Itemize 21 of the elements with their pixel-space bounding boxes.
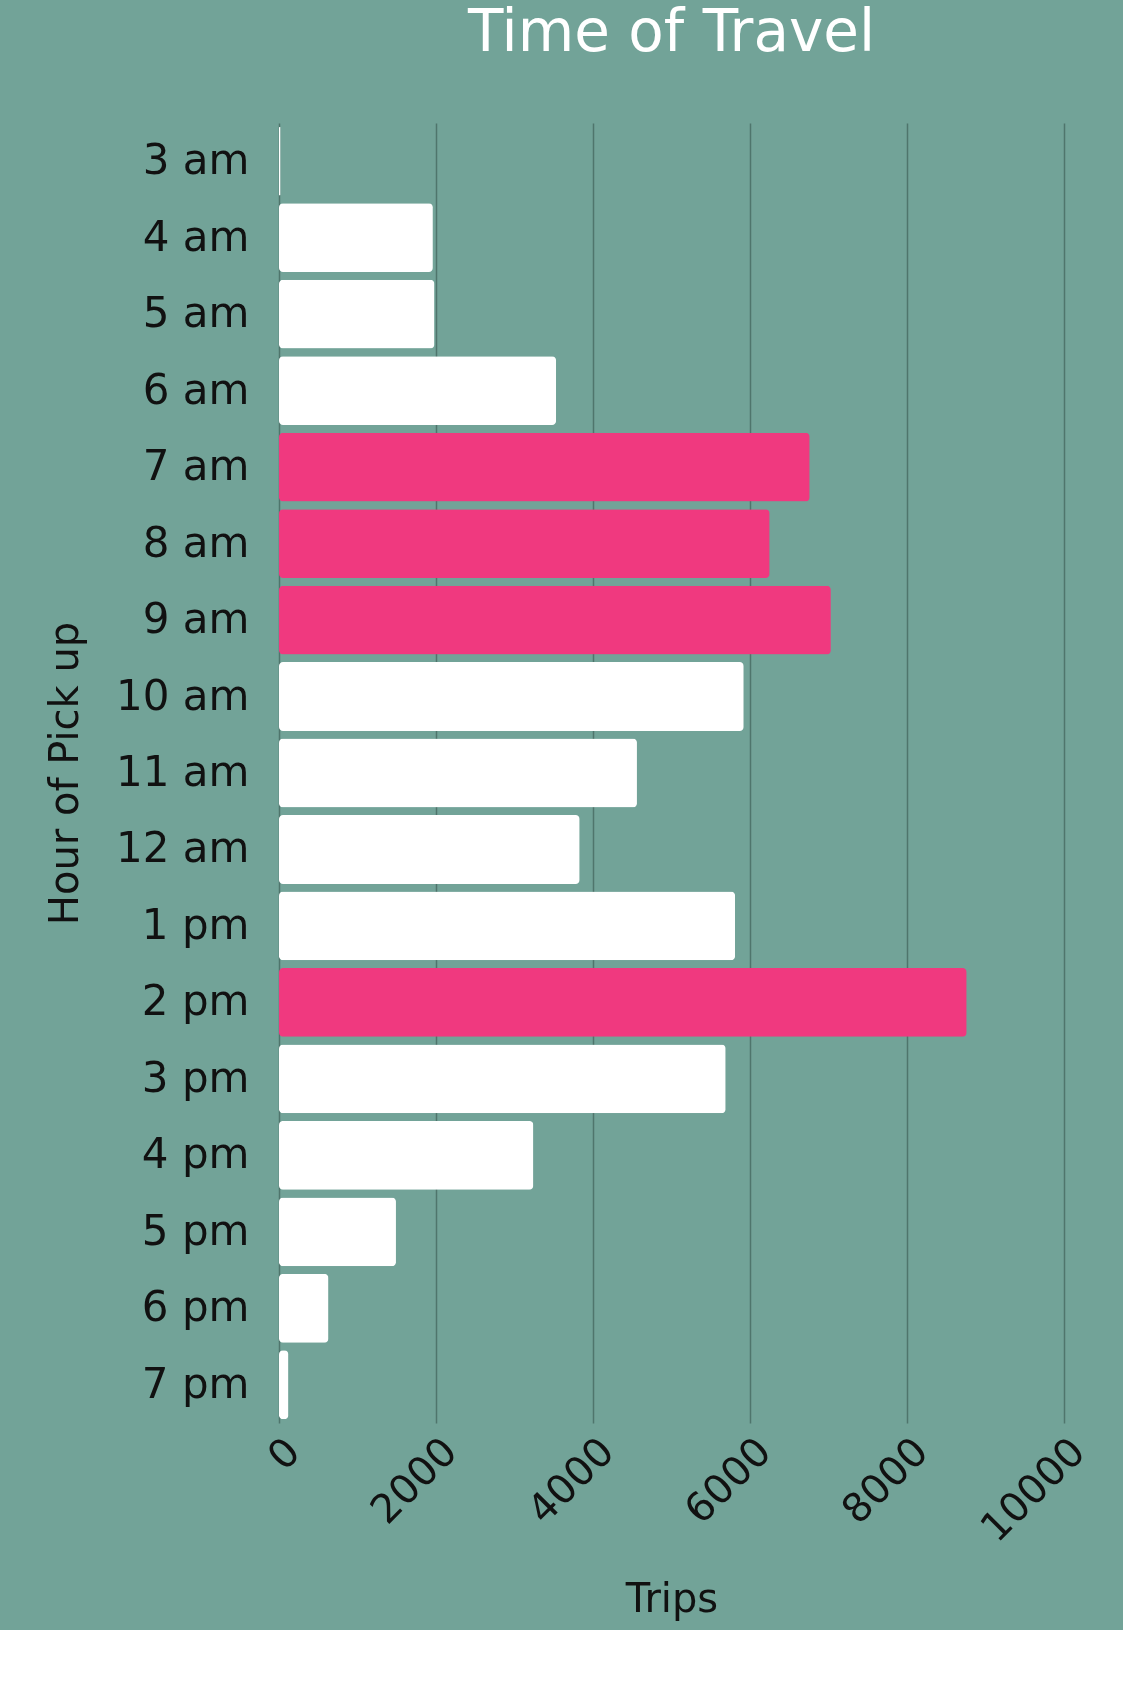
y-tick-label: 11 am [116, 747, 250, 796]
y-tick-label: 3 am [142, 135, 250, 185]
y-tick-label: 4 am [142, 211, 250, 261]
y-tick-label: 5 pm [141, 1205, 250, 1255]
y-axis-title: Hour of Pick up [41, 621, 88, 926]
y-tick-label: 1 pm [141, 899, 250, 949]
chart-title: Time of Travel [466, 0, 876, 65]
y-tick-label: 9 am [142, 594, 250, 644]
y-tick-label: 4 pm [141, 1129, 250, 1179]
x-axis-title: Trips [624, 1574, 719, 1621]
y-tick-label: 3 pm [141, 1052, 250, 1102]
y-tick-label: 7 am [142, 441, 250, 491]
y-tick-label: 2 pm [141, 976, 250, 1026]
y-tick-label: 10 am [116, 670, 250, 720]
x-tick-label: 0 [257, 1427, 309, 1479]
y-tick-label: 5 am [142, 288, 250, 338]
y-tick-label: 8 am [142, 517, 250, 567]
y-tick-label: 6 pm [141, 1282, 250, 1332]
y-tick-label: 6 am [142, 364, 250, 414]
y-tick-label: 12 am [116, 823, 250, 873]
y-tick-label: 7 pm [141, 1358, 250, 1408]
